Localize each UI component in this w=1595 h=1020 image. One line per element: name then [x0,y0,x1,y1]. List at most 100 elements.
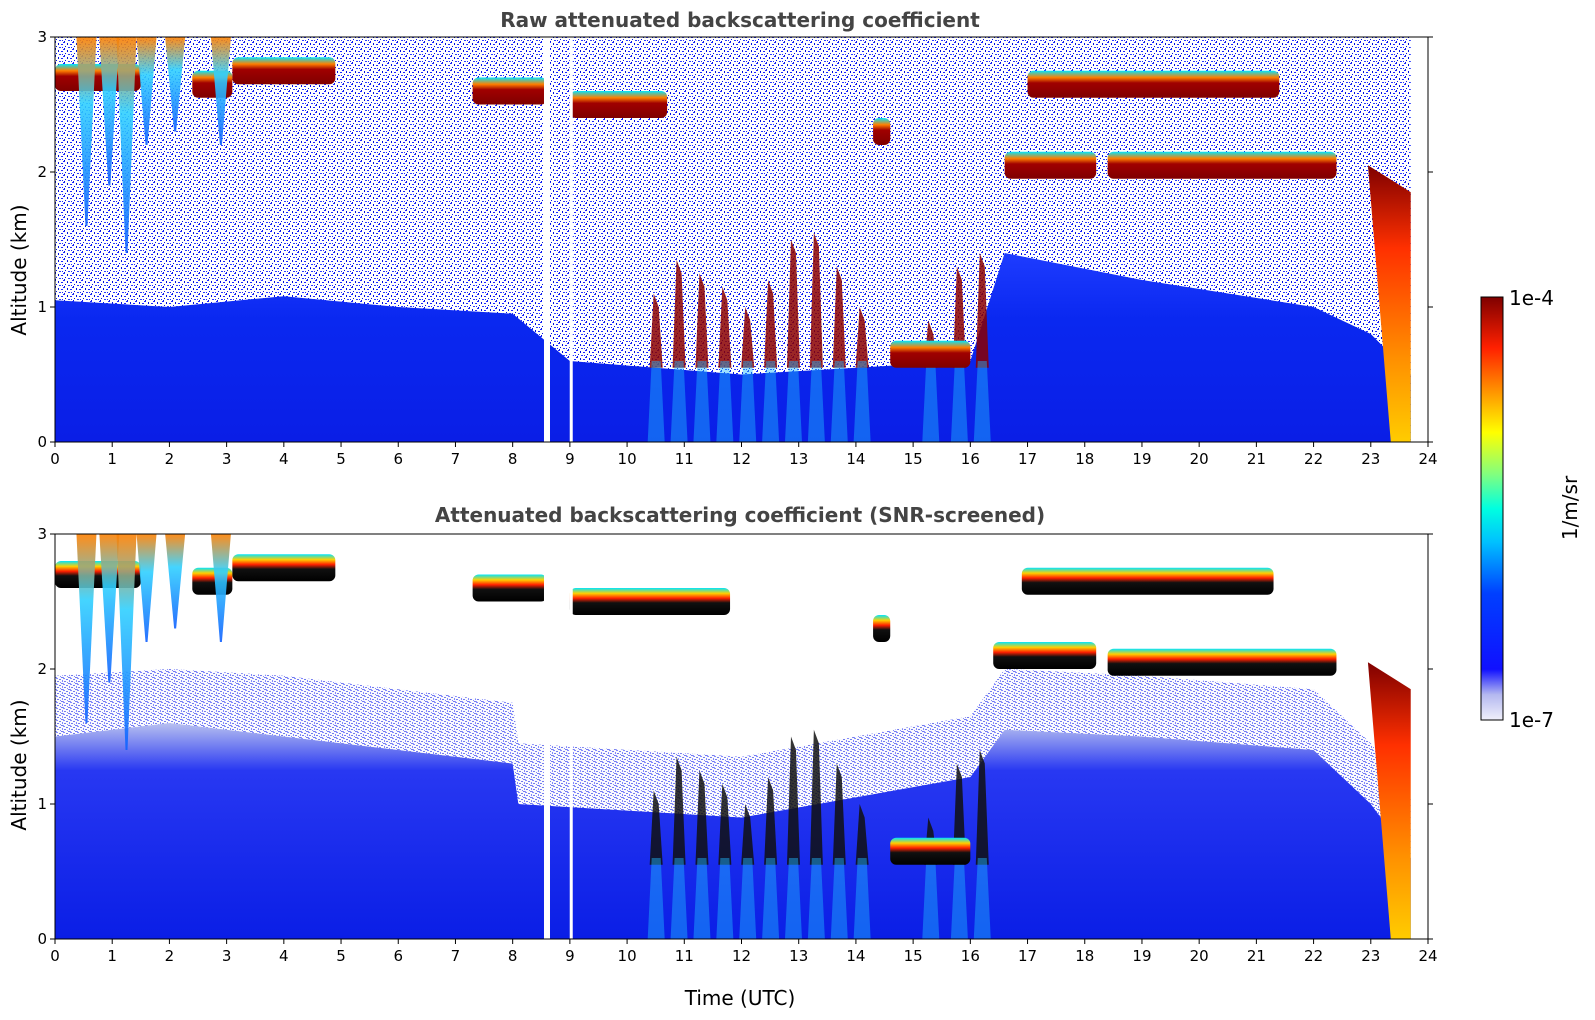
plume-base [784,361,802,442]
x-tick-label: 24 [1418,947,1437,965]
data-gap [543,37,550,442]
x-tick-label: 18 [1075,947,1094,965]
axes-snr: 0 1 2 3 4 5 6 7 8 9 10 11 12 13 14 15 16 17 18 19 20 21 22 23 24… [37,525,1437,965]
cloud-layer-9 [890,837,971,865]
plume-base [784,858,802,939]
plume [786,736,800,865]
x-tick-label: 22 [1304,947,1323,965]
heatmap-layer [55,37,1411,442]
boundary-layer [55,723,1411,939]
virga-streak [76,37,97,226]
colorbar-max-label: 1e-4 [1509,286,1554,310]
x-tick-label: 16 [961,450,980,468]
x-tick-label: 8 [508,947,518,965]
x-tick-label: 2 [165,947,175,965]
x-tick-label: 12 [732,947,751,965]
virga-streak [136,37,157,145]
y-tick-label: 1 [37,795,47,813]
x-tick-label: 11 [675,947,694,965]
plume-base [807,361,825,442]
x-tick-label: 21 [1247,450,1266,468]
x-tick-label: 15 [904,947,923,965]
x-tick-label: 17 [1018,450,1037,468]
colorbar-min-label: 1e-7 [1509,708,1554,732]
cloud-layer-8 [1107,151,1337,179]
plume-base [739,361,757,442]
plume-base [973,858,991,939]
colorbar-gradient [1480,296,1504,721]
cloud-layer-7 [1021,567,1274,595]
plume-base [647,858,665,939]
plume-base [950,361,968,442]
plume-base [693,858,711,939]
plume-base [739,858,757,939]
x-tick-label: 2 [165,450,175,468]
precipitation-column [1367,165,1411,442]
plume-base [647,361,665,442]
x-tick-label: 1 [107,450,117,468]
plume-base [830,361,848,442]
x-tick-label: 18 [1075,450,1094,468]
cloud-layer-8 [1107,648,1337,676]
virga-streak [99,37,120,186]
virga-streak [165,37,186,132]
plume [741,804,755,865]
plume-base [716,361,734,442]
x-tick-label: 12 [732,450,751,468]
x-tick-label: 20 [1190,450,1209,468]
x-tick-label: 3 [222,450,232,468]
cloud-layer-2 [232,554,336,582]
plume [718,286,732,368]
y-tick-label: 3 [37,525,47,543]
panel-2-xlabel: Time (UTC) [684,986,796,1010]
plume-base [922,858,940,939]
y-tick-label: 2 [37,660,47,678]
plume [764,777,778,865]
plot-area-snr [55,534,1411,939]
panel-raw-backscatter: Raw attenuated backscattering coefficien… [7,8,1438,468]
x-tick-label: 23 [1361,947,1380,965]
x-tick-label: 23 [1361,450,1380,468]
plume [832,763,846,865]
virga-streak [165,534,186,629]
cloud-layer-3 [472,77,547,105]
x-tick-label: 16 [961,947,980,965]
x-tick-label: 10 [618,450,637,468]
x-tick-label: 14 [846,947,865,965]
virga-streak [116,534,137,750]
panel-2-title: Attenuated backscattering coefficient (S… [435,503,1045,527]
cloud-layer-9 [890,340,971,368]
plume-base [853,858,871,939]
boundary-layer [55,253,1411,442]
x-tick-label: 6 [393,450,403,468]
panel-snr-screened: Attenuated backscattering coefficient (S… [7,503,1438,1010]
plume-base [807,858,825,939]
x-tick-label: 3 [222,947,232,965]
cloud-layer-7 [1027,70,1280,98]
precipitation-column [1367,662,1411,939]
x-tick-label: 13 [789,450,808,468]
x-tick-label: 19 [1132,450,1151,468]
plume-base [830,858,848,939]
panel-1-title: Raw attenuated backscattering coefficien… [500,8,980,32]
plume [809,729,823,865]
x-tick-label: 5 [336,947,346,965]
virga-streak [210,37,231,145]
x-tick-label: 9 [565,450,575,468]
y-tick-label: 2 [37,163,47,181]
data-gap [569,37,573,442]
x-tick-label: 13 [789,947,808,965]
x-tick-label: 4 [279,947,289,965]
x-tick-label: 7 [451,450,461,468]
screened-noise-band [55,669,1411,858]
plume [672,259,686,368]
y-tick-label: 0 [37,433,47,451]
virga-streak [136,534,157,642]
plume-base [973,361,991,442]
colorbar-label: 1/m/sr [1558,475,1582,540]
plume [718,783,732,865]
panel-1-ylabel: Altitude (km) [7,204,31,335]
x-tick-label: 10 [618,947,637,965]
virga-streak [76,534,97,723]
virga-streak [99,534,120,683]
